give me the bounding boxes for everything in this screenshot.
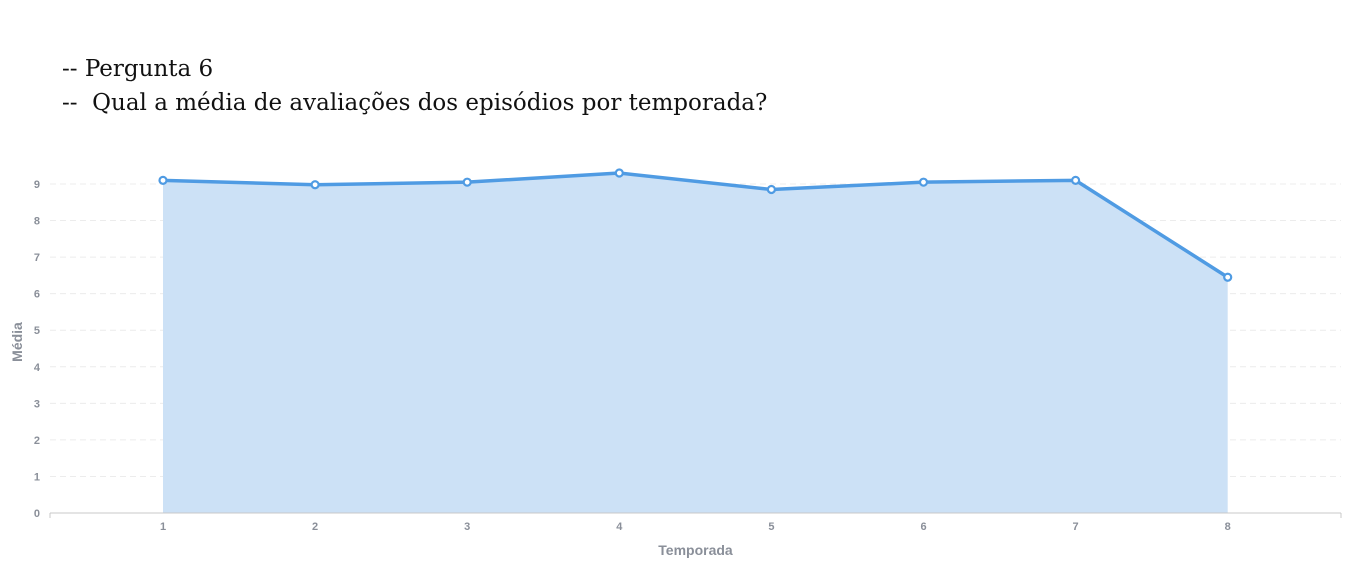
data-point xyxy=(160,177,167,184)
y-tick-label: 0 xyxy=(34,508,40,520)
data-point xyxy=(768,186,775,193)
y-tick-label: 5 xyxy=(34,325,40,337)
axis-layer xyxy=(50,513,1341,518)
data-point xyxy=(312,181,319,188)
x-tick-label: 5 xyxy=(768,521,774,533)
x-axis-title: Temporada xyxy=(658,542,733,558)
x-tick-label: 7 xyxy=(1073,521,1079,533)
y-axis-title: Média xyxy=(9,322,25,362)
x-tick-label: 8 xyxy=(1225,521,1231,533)
y-tick-label: 9 xyxy=(34,179,40,191)
y-tick-label: 8 xyxy=(34,216,40,228)
data-point xyxy=(1072,177,1079,184)
y-tick-label: 6 xyxy=(34,289,40,301)
x-tick-label: 6 xyxy=(920,521,926,533)
y-tick-label: 7 xyxy=(34,252,40,264)
area-layer xyxy=(160,170,1232,513)
y-tick-label: 2 xyxy=(34,435,40,447)
x-tick-label: 4 xyxy=(616,521,623,533)
x-tick-label: 3 xyxy=(464,521,470,533)
x-tick-label: 1 xyxy=(160,521,166,533)
data-point xyxy=(616,170,623,177)
data-point xyxy=(920,179,927,186)
series-area-fill xyxy=(163,173,1228,513)
y-tick-label: 4 xyxy=(34,362,41,374)
y-tick-label: 3 xyxy=(34,398,40,410)
y-tick-label: 1 xyxy=(34,471,40,483)
data-point xyxy=(1224,274,1231,281)
data-point xyxy=(464,179,471,186)
x-tick-label: 2 xyxy=(312,521,318,533)
